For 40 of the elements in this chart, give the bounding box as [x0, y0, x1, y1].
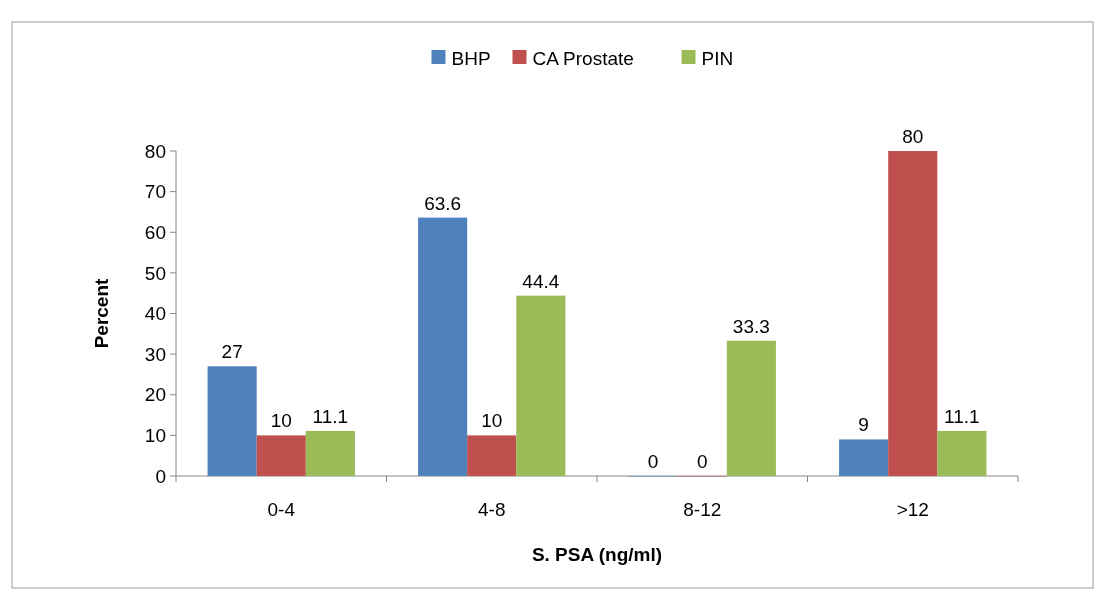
bar [207, 366, 257, 476]
legend-label: CA Prostate [532, 47, 634, 69]
x-axis-title: S. PSA (ng/ml) [531, 544, 663, 565]
y-tick-label: 0 [155, 465, 166, 487]
legend-label: PIN [701, 47, 734, 69]
data-label: 44.4 [522, 270, 560, 292]
data-label: 0 [647, 451, 659, 472]
x-tick-label: 4-8 [478, 499, 506, 520]
bar [418, 217, 468, 476]
x-tick-label: >12 [896, 499, 929, 520]
bar [937, 430, 987, 476]
bar [305, 430, 355, 476]
data-label: 33.3 [732, 315, 770, 337]
x-tick-label: 8-12 [683, 499, 722, 520]
bar [839, 439, 889, 476]
data-label: 11.1 [944, 405, 980, 427]
y-tick-label: 80 [144, 140, 166, 162]
y-tick-label: 10 [144, 425, 166, 447]
x-tick-label: 0-4 [267, 499, 296, 520]
data-label: 27 [221, 341, 243, 363]
bar [516, 295, 566, 476]
data-label: 63.6 [424, 192, 462, 214]
data-label: 0 [696, 451, 708, 472]
y-tick-label: 50 [144, 262, 166, 284]
data-label: 10 [270, 410, 292, 432]
y-tick-label: 70 [144, 181, 166, 203]
data-label: 10 [481, 410, 503, 432]
data-label: 9 [858, 414, 869, 436]
y-axis-title: Percent [91, 277, 112, 349]
y-tick-label: 60 [144, 221, 166, 243]
bar [467, 435, 517, 476]
bar [256, 435, 306, 476]
data-label: 80 [902, 126, 924, 147]
y-tick-label: 30 [144, 343, 166, 365]
bar [888, 151, 938, 476]
y-tick-label: 40 [144, 303, 166, 325]
legend-label: BHP [451, 47, 491, 69]
bar [726, 340, 776, 476]
data-label: 11.1 [312, 405, 349, 427]
y-tick-label: 20 [144, 384, 166, 406]
